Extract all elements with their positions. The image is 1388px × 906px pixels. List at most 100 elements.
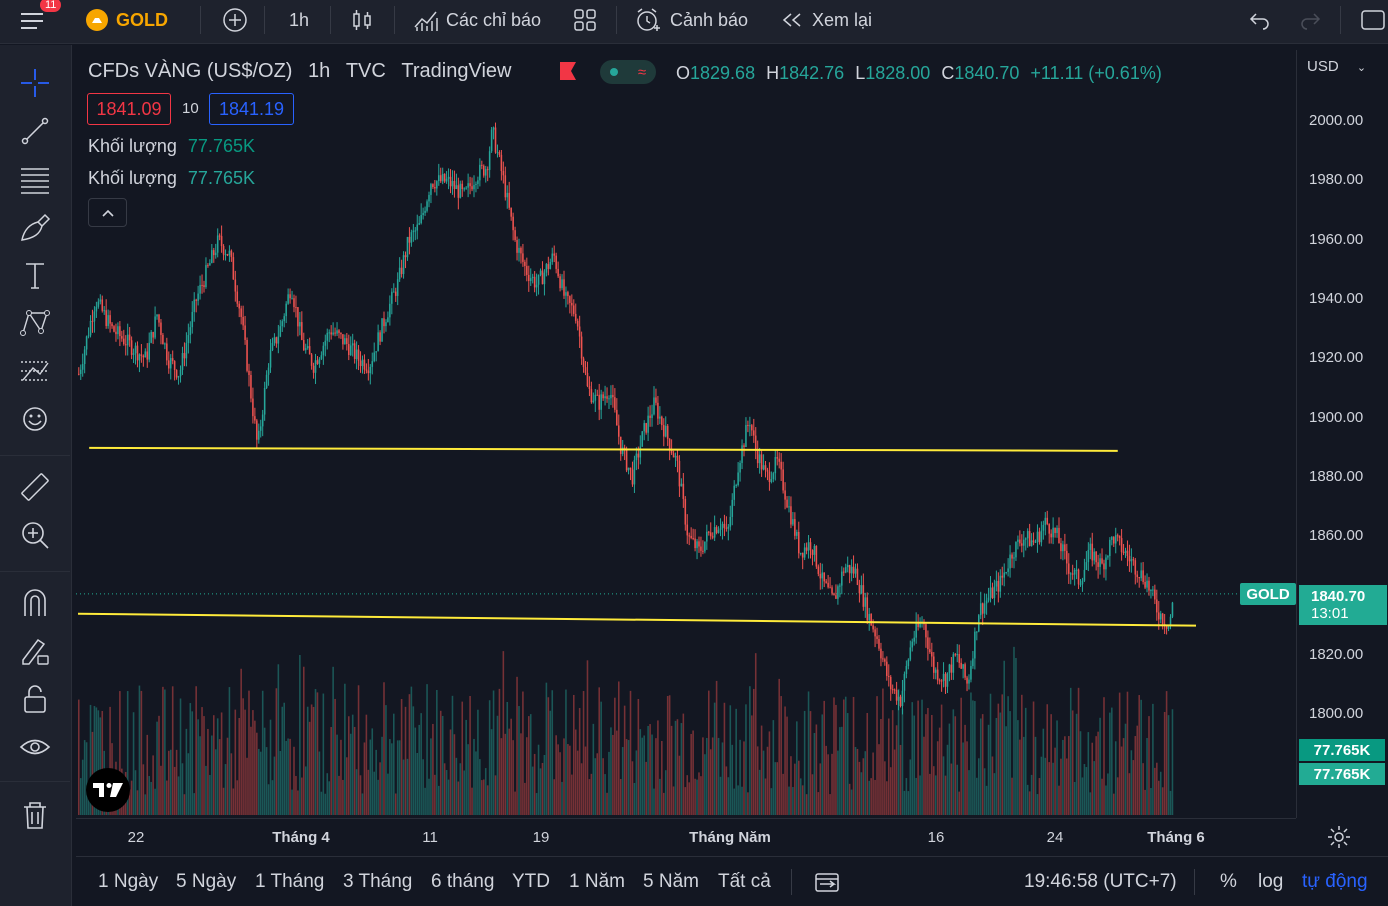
candle-body (475, 183, 477, 185)
volume-bar (946, 744, 949, 815)
volume-legend-1[interactable]: Khối lượng 77.765K (88, 136, 255, 157)
market-status-pill[interactable]: ≈ (600, 60, 656, 84)
volume-bar (1089, 792, 1092, 815)
time-axis[interactable]: 22 Tháng 4 11 19 Tháng Năm 16 24 Tháng 6 (76, 818, 1296, 856)
chart-settings-button[interactable] (1326, 824, 1352, 855)
candle-body (649, 415, 651, 418)
last-price-label: 1840.70 13:01 (1299, 585, 1387, 625)
auto-scale-button[interactable]: tự động (1302, 871, 1368, 892)
price-chart[interactable] (76, 50, 1296, 818)
volume-bar (598, 687, 600, 815)
text-tool[interactable] (14, 255, 56, 295)
menu-button[interactable]: 11 (18, 0, 62, 40)
range-button[interactable]: 6 tháng (431, 871, 495, 892)
candle-body (529, 278, 532, 281)
candle-body (371, 361, 374, 367)
buy-price-button[interactable]: 1841.19 (209, 93, 294, 125)
volume-bar (371, 728, 374, 815)
icon-tool[interactable] (14, 399, 56, 439)
remove-drawings-tool[interactable] (14, 795, 56, 835)
volume-bar (351, 714, 354, 815)
candle-body (752, 430, 755, 436)
volume-bar (614, 697, 616, 815)
replay-button[interactable]: Xem lại (780, 0, 872, 40)
fib-tool[interactable] (14, 159, 56, 199)
volume-bar (711, 737, 714, 815)
volume-bar (199, 736, 201, 815)
alert-label: Cảnh báo (670, 9, 749, 30)
candle-body (641, 431, 644, 447)
tradingview-logo[interactable] (86, 768, 130, 812)
sell-price-button[interactable]: 1841.09 (87, 93, 171, 125)
volume-bar (700, 776, 702, 815)
candle-body (860, 585, 863, 594)
candle-body (692, 537, 694, 539)
range-button[interactable]: Tất cả (718, 871, 771, 892)
go-to-date-button[interactable] (814, 869, 840, 900)
range-button[interactable]: 5 Năm (643, 871, 699, 892)
candle-body (702, 550, 704, 552)
log-scale-button[interactable]: log (1258, 871, 1284, 892)
hide-drawings-tool[interactable] (14, 727, 56, 767)
volume-bar (453, 734, 456, 815)
clock[interactable]: 19:46:58 (UTC+7) (1024, 871, 1177, 892)
undo-button[interactable] (1248, 0, 1272, 40)
price-axis[interactable]: USD ⌄ 2000.00 1980.00 1960.00 1940.00 1920.0… (1296, 50, 1388, 818)
range-button[interactable]: 5 Ngày (176, 871, 237, 892)
volume-bar (899, 744, 902, 815)
trendline-tool[interactable] (14, 111, 56, 151)
candle-body (731, 499, 734, 517)
candle-body (948, 664, 951, 673)
volume-bar (1091, 742, 1094, 815)
candle-body (1126, 550, 1129, 556)
lock-all-tool[interactable] (14, 679, 56, 719)
candle-body (162, 334, 164, 345)
candle-body (1034, 541, 1037, 543)
volume-legend-2[interactable]: Khối lượng 77.765K (88, 168, 255, 189)
candle-body (436, 181, 438, 189)
zoom-tool[interactable] (14, 515, 56, 555)
candle-body (169, 358, 172, 369)
chart-type-button[interactable] (350, 0, 374, 40)
volume-bar (463, 770, 465, 815)
volume-bar (306, 706, 309, 815)
indicators-button[interactable]: Các chỉ báo (412, 0, 541, 40)
candle-body (662, 425, 665, 437)
symbol-search-button[interactable]: GOLD (86, 0, 168, 40)
range-button[interactable]: 1 Tháng (255, 871, 325, 892)
candle-body (267, 367, 270, 375)
currency-selector[interactable]: USD ⌄ (1307, 58, 1366, 75)
interval-button[interactable]: 1h (289, 0, 309, 40)
candle-body (792, 519, 794, 525)
volume-bar (289, 738, 291, 815)
alert-button[interactable]: Cảnh báo (634, 0, 748, 40)
percent-scale-button[interactable]: % (1220, 871, 1237, 892)
collapse-legend-button[interactable] (88, 198, 127, 227)
brush-tool[interactable] (14, 207, 56, 247)
volume-bar (428, 778, 430, 815)
volume-bar (1013, 646, 1015, 815)
range-button[interactable]: 3 Tháng (343, 871, 413, 892)
magnet-tool[interactable] (14, 583, 56, 623)
fullscreen-button[interactable] (1360, 0, 1386, 40)
candle-body (647, 415, 649, 433)
volume-bar (852, 696, 855, 815)
crosshair-tool[interactable] (14, 63, 56, 103)
prediction-tool[interactable] (14, 351, 56, 391)
compare-symbol-button[interactable] (222, 0, 248, 40)
lock-drawing-tool[interactable] (14, 631, 56, 671)
redo-button[interactable] (1298, 0, 1322, 40)
volume-bar (1163, 711, 1166, 815)
candle-body (565, 292, 567, 296)
pattern-tool[interactable] (14, 303, 56, 343)
candle-body (931, 652, 933, 657)
range-button[interactable]: YTD (512, 871, 550, 892)
support-line (77, 612, 1197, 627)
range-button[interactable]: 1 Ngày (98, 871, 159, 892)
flag-icon[interactable] (560, 62, 576, 80)
candle-body (328, 332, 330, 334)
range-button[interactable]: 1 Năm (569, 871, 625, 892)
symbol-label: GOLD (116, 9, 168, 30)
measure-tool[interactable] (14, 467, 56, 507)
layouts-button[interactable] (572, 0, 598, 40)
